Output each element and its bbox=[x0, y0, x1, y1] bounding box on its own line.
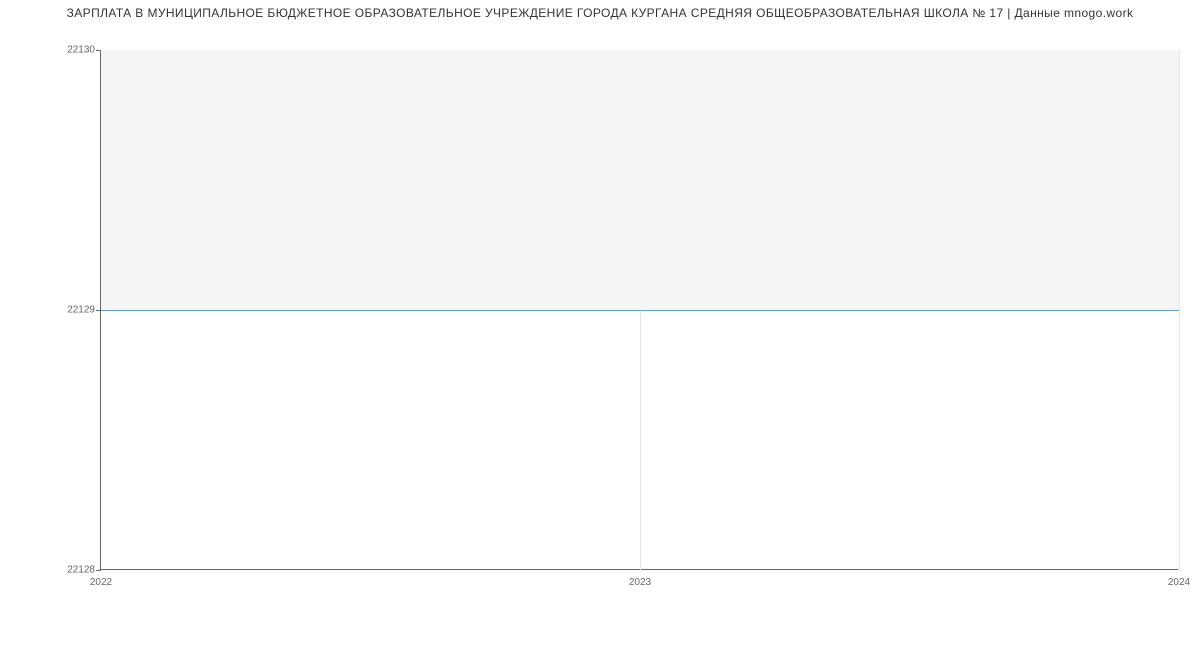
plot-area: 202220232024221282212922130 bbox=[100, 50, 1178, 570]
series-area-fill bbox=[101, 50, 1179, 310]
x-gridline bbox=[1179, 50, 1180, 570]
chart-title: ЗАРПЛАТА В МУНИЦИПАЛЬНОЕ БЮДЖЕТНОЕ ОБРАЗ… bbox=[0, 6, 1200, 20]
series-line bbox=[101, 310, 1179, 311]
salary-chart: ЗАРПЛАТА В МУНИЦИПАЛЬНОЕ БЮДЖЕТНОЕ ОБРАЗ… bbox=[0, 0, 1200, 650]
x-tick-label: 2023 bbox=[629, 569, 651, 588]
x-tick-label: 2024 bbox=[1168, 569, 1190, 588]
y-tick-mark bbox=[96, 570, 101, 571]
